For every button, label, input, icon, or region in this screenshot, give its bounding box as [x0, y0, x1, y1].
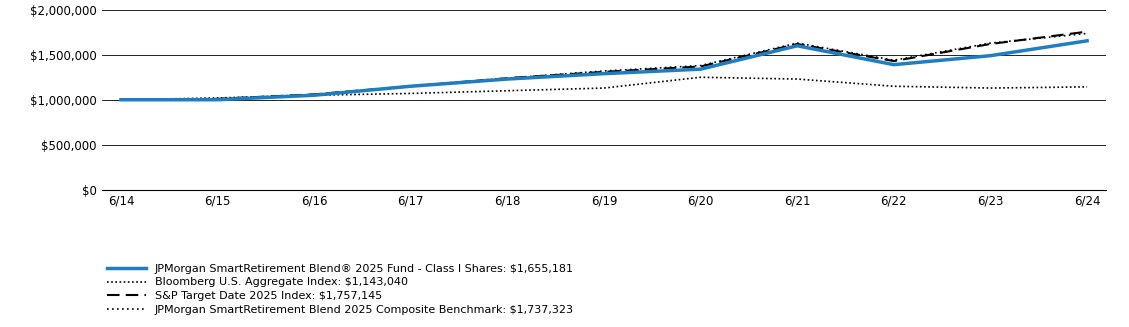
Legend: JPMorgan SmartRetirement Blend® 2025 Fund - Class I Shares: $1,655,181, Bloomber: JPMorgan SmartRetirement Blend® 2025 Fun…	[107, 264, 574, 315]
